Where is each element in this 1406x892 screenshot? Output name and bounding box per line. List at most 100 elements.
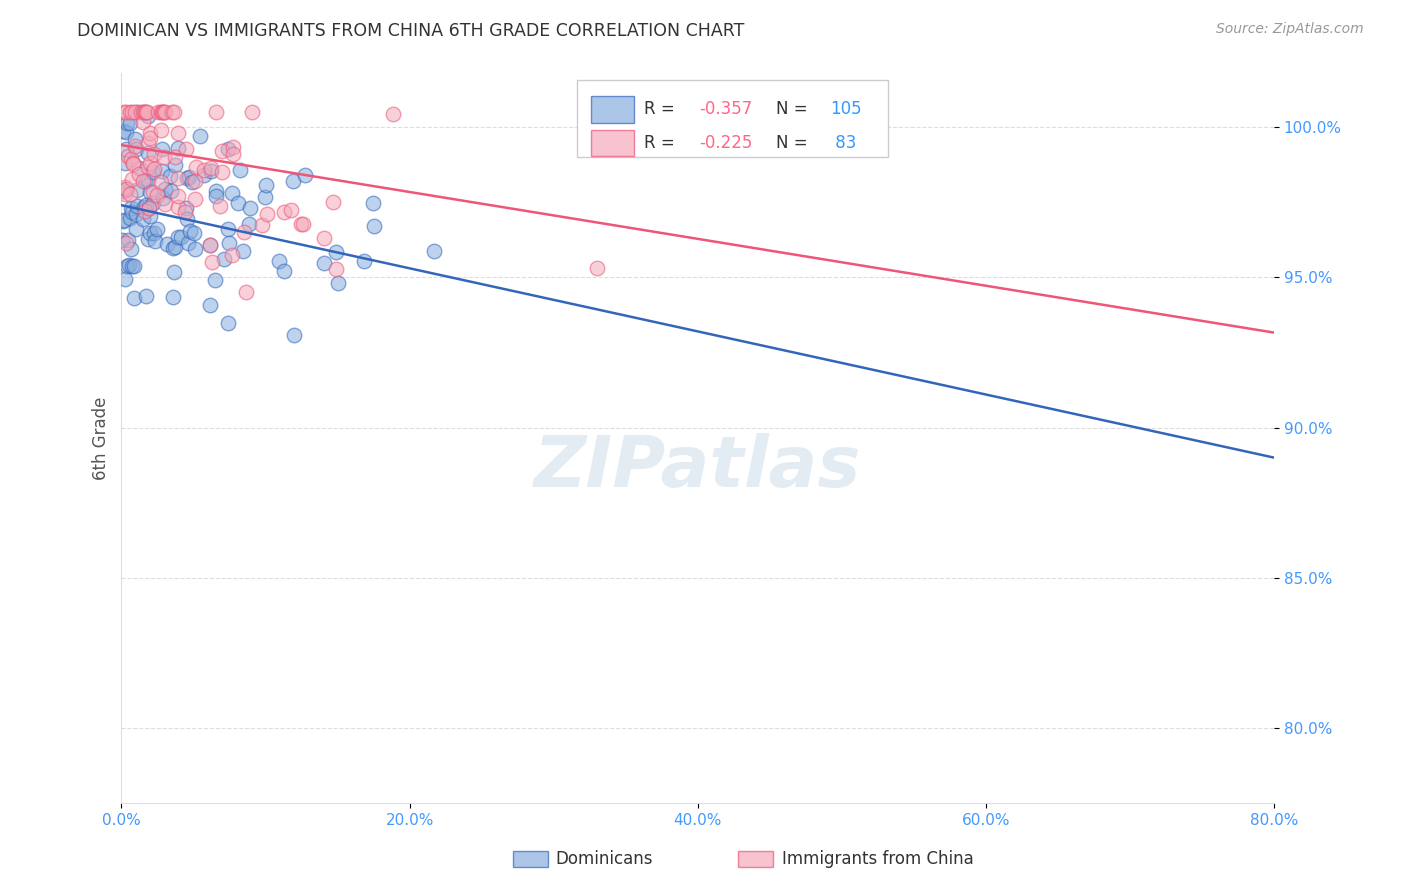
Point <box>138 201 160 215</box>
Point <box>201 254 224 268</box>
Point <box>118 186 141 201</box>
Point <box>166 140 188 154</box>
Point <box>134 105 156 120</box>
Point <box>153 197 176 211</box>
Point <box>363 219 385 233</box>
Point <box>131 174 153 188</box>
Point <box>138 202 160 216</box>
Point <box>176 236 198 251</box>
Point <box>142 185 165 199</box>
Point <box>221 139 243 153</box>
Point <box>125 222 148 236</box>
Point <box>170 229 193 244</box>
Point <box>125 207 148 221</box>
Point <box>132 105 155 120</box>
Point <box>120 201 142 215</box>
Point <box>136 146 159 161</box>
Point <box>239 201 262 215</box>
Point <box>217 222 239 236</box>
Point <box>422 244 444 259</box>
Point <box>153 150 176 164</box>
Point <box>267 254 290 268</box>
Point <box>204 105 226 120</box>
Point <box>121 172 143 186</box>
Point <box>188 129 211 144</box>
Point <box>150 164 173 178</box>
Point <box>139 131 162 145</box>
Point <box>115 182 138 196</box>
Point <box>120 242 142 256</box>
Point <box>166 126 188 140</box>
Point <box>121 205 143 219</box>
Point <box>222 147 245 161</box>
Point <box>143 234 166 248</box>
Point <box>139 127 162 141</box>
FancyBboxPatch shape <box>576 80 889 157</box>
Point <box>256 207 278 221</box>
Point <box>204 184 226 198</box>
Point <box>139 185 162 199</box>
Point <box>138 173 160 187</box>
Point <box>135 105 157 120</box>
Point <box>184 160 207 174</box>
Point <box>159 184 181 198</box>
Point <box>281 174 304 188</box>
Point <box>312 256 335 270</box>
Point <box>291 218 314 232</box>
Point <box>166 200 188 214</box>
Point <box>145 188 167 202</box>
Point <box>152 105 174 120</box>
Point <box>117 233 139 247</box>
Point <box>198 237 221 252</box>
Point <box>174 205 197 219</box>
Point <box>135 198 157 212</box>
Point <box>217 316 239 330</box>
Point <box>115 105 138 120</box>
Point <box>112 105 135 120</box>
Point <box>163 157 186 171</box>
Point <box>156 236 179 251</box>
Point <box>117 149 139 163</box>
Point <box>253 190 276 204</box>
Point <box>135 289 157 303</box>
Point <box>134 174 156 188</box>
Point <box>149 175 172 189</box>
Point <box>200 163 222 178</box>
Point <box>115 236 138 251</box>
Text: -0.225: -0.225 <box>699 134 752 153</box>
Point <box>122 157 145 171</box>
Point <box>121 105 143 120</box>
FancyBboxPatch shape <box>591 96 634 122</box>
Point <box>152 105 174 120</box>
Point <box>121 155 143 169</box>
Point <box>114 181 136 195</box>
Point <box>214 252 236 267</box>
Point <box>205 189 228 203</box>
Point <box>127 199 149 213</box>
Point <box>229 163 252 178</box>
Point <box>114 180 136 194</box>
Point <box>235 285 257 299</box>
Point <box>111 123 134 137</box>
Point <box>112 185 135 199</box>
Point <box>204 273 226 287</box>
Point <box>211 145 233 159</box>
Point <box>148 105 170 120</box>
Text: Immigrants from China: Immigrants from China <box>782 850 973 868</box>
Point <box>128 167 150 181</box>
Point <box>115 116 138 130</box>
Point <box>122 291 145 305</box>
Point <box>111 233 134 247</box>
Point <box>174 201 197 215</box>
Point <box>232 225 254 239</box>
Point <box>120 153 142 167</box>
Point <box>382 107 405 121</box>
Point <box>124 105 146 120</box>
Point <box>136 232 159 246</box>
Point <box>162 105 184 120</box>
Point <box>136 109 159 123</box>
Point <box>143 147 166 161</box>
Point <box>118 105 141 120</box>
Text: 105: 105 <box>831 101 862 119</box>
Point <box>221 186 243 201</box>
